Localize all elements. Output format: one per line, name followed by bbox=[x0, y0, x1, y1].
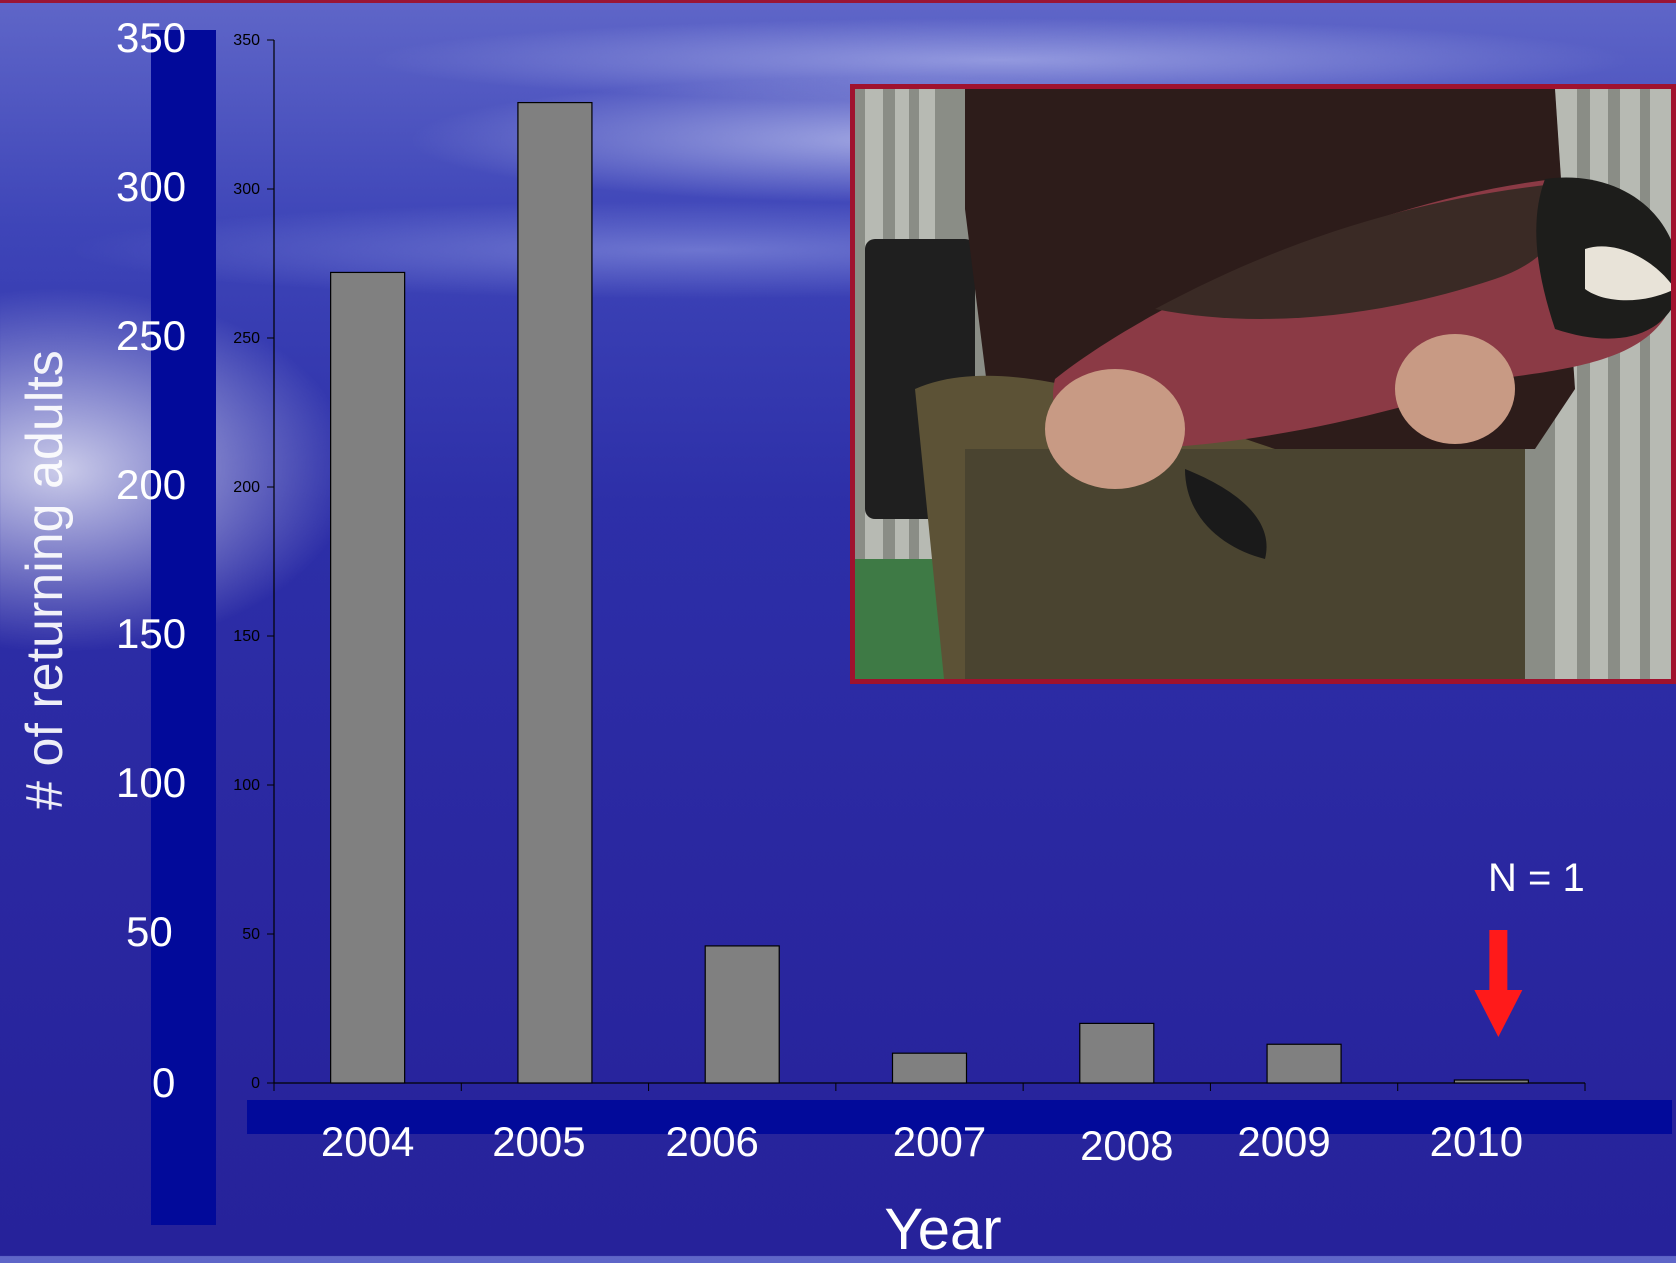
y-tick-label: 300 bbox=[233, 181, 260, 198]
y-big-tick-label: 300 bbox=[116, 163, 187, 210]
photo-fish-held-icon bbox=[855, 89, 1671, 679]
annotation-n-equals-1: N = 1 bbox=[1488, 856, 1585, 900]
y-tick-label: 250 bbox=[233, 330, 260, 347]
annotation-arrow-shaft bbox=[1489, 930, 1508, 992]
y-big-tick-label: 250 bbox=[116, 312, 187, 359]
x-axis-title: Year bbox=[884, 1197, 1002, 1262]
x-tick-label-2004: 2004 bbox=[320, 1118, 415, 1165]
x-axis-ribbon bbox=[247, 1100, 1672, 1134]
y-tick-label: 350 bbox=[233, 32, 260, 49]
y-tick-label: 0 bbox=[251, 1075, 260, 1092]
y-big-tick-label: 150 bbox=[116, 610, 187, 657]
x-tick-label-2008: 2008 bbox=[1080, 1122, 1174, 1169]
x-tick-label-2005: 2005 bbox=[492, 1118, 586, 1165]
y-big-tick-label: 100 bbox=[116, 759, 187, 806]
y-tick-label: 50 bbox=[242, 926, 260, 943]
bar-2010 bbox=[1453, 1079, 1529, 1084]
x-tick-label-2006: 2006 bbox=[665, 1118, 759, 1165]
x-tick-label-2009: 2009 bbox=[1237, 1118, 1331, 1165]
y-big-tick-label: 50 bbox=[126, 908, 173, 955]
y-tick-label: 150 bbox=[233, 628, 260, 645]
fish-photo bbox=[850, 84, 1676, 684]
x-tick-label-2007: 2007 bbox=[892, 1118, 987, 1165]
bar-2007 bbox=[891, 1052, 968, 1084]
bar-2009 bbox=[1266, 1043, 1342, 1084]
y-axis-ribbon bbox=[151, 30, 216, 1225]
y-tick-label: 200 bbox=[233, 479, 260, 496]
annotation-arrow-head bbox=[1474, 990, 1523, 1037]
y-big-tick-label: 0 bbox=[152, 1059, 176, 1106]
y-big-tick-label: 350 bbox=[116, 14, 187, 61]
bar-2006 bbox=[704, 945, 780, 1084]
y-big-tick-label: 200 bbox=[116, 461, 187, 508]
bar-2005 bbox=[517, 101, 593, 1084]
y-tick-label: 100 bbox=[233, 777, 260, 794]
bar-2004 bbox=[330, 271, 406, 1084]
x-tick-label-2010: 2010 bbox=[1429, 1118, 1524, 1165]
top-border-line bbox=[0, 0, 1676, 3]
bar-2008 bbox=[1079, 1022, 1155, 1084]
